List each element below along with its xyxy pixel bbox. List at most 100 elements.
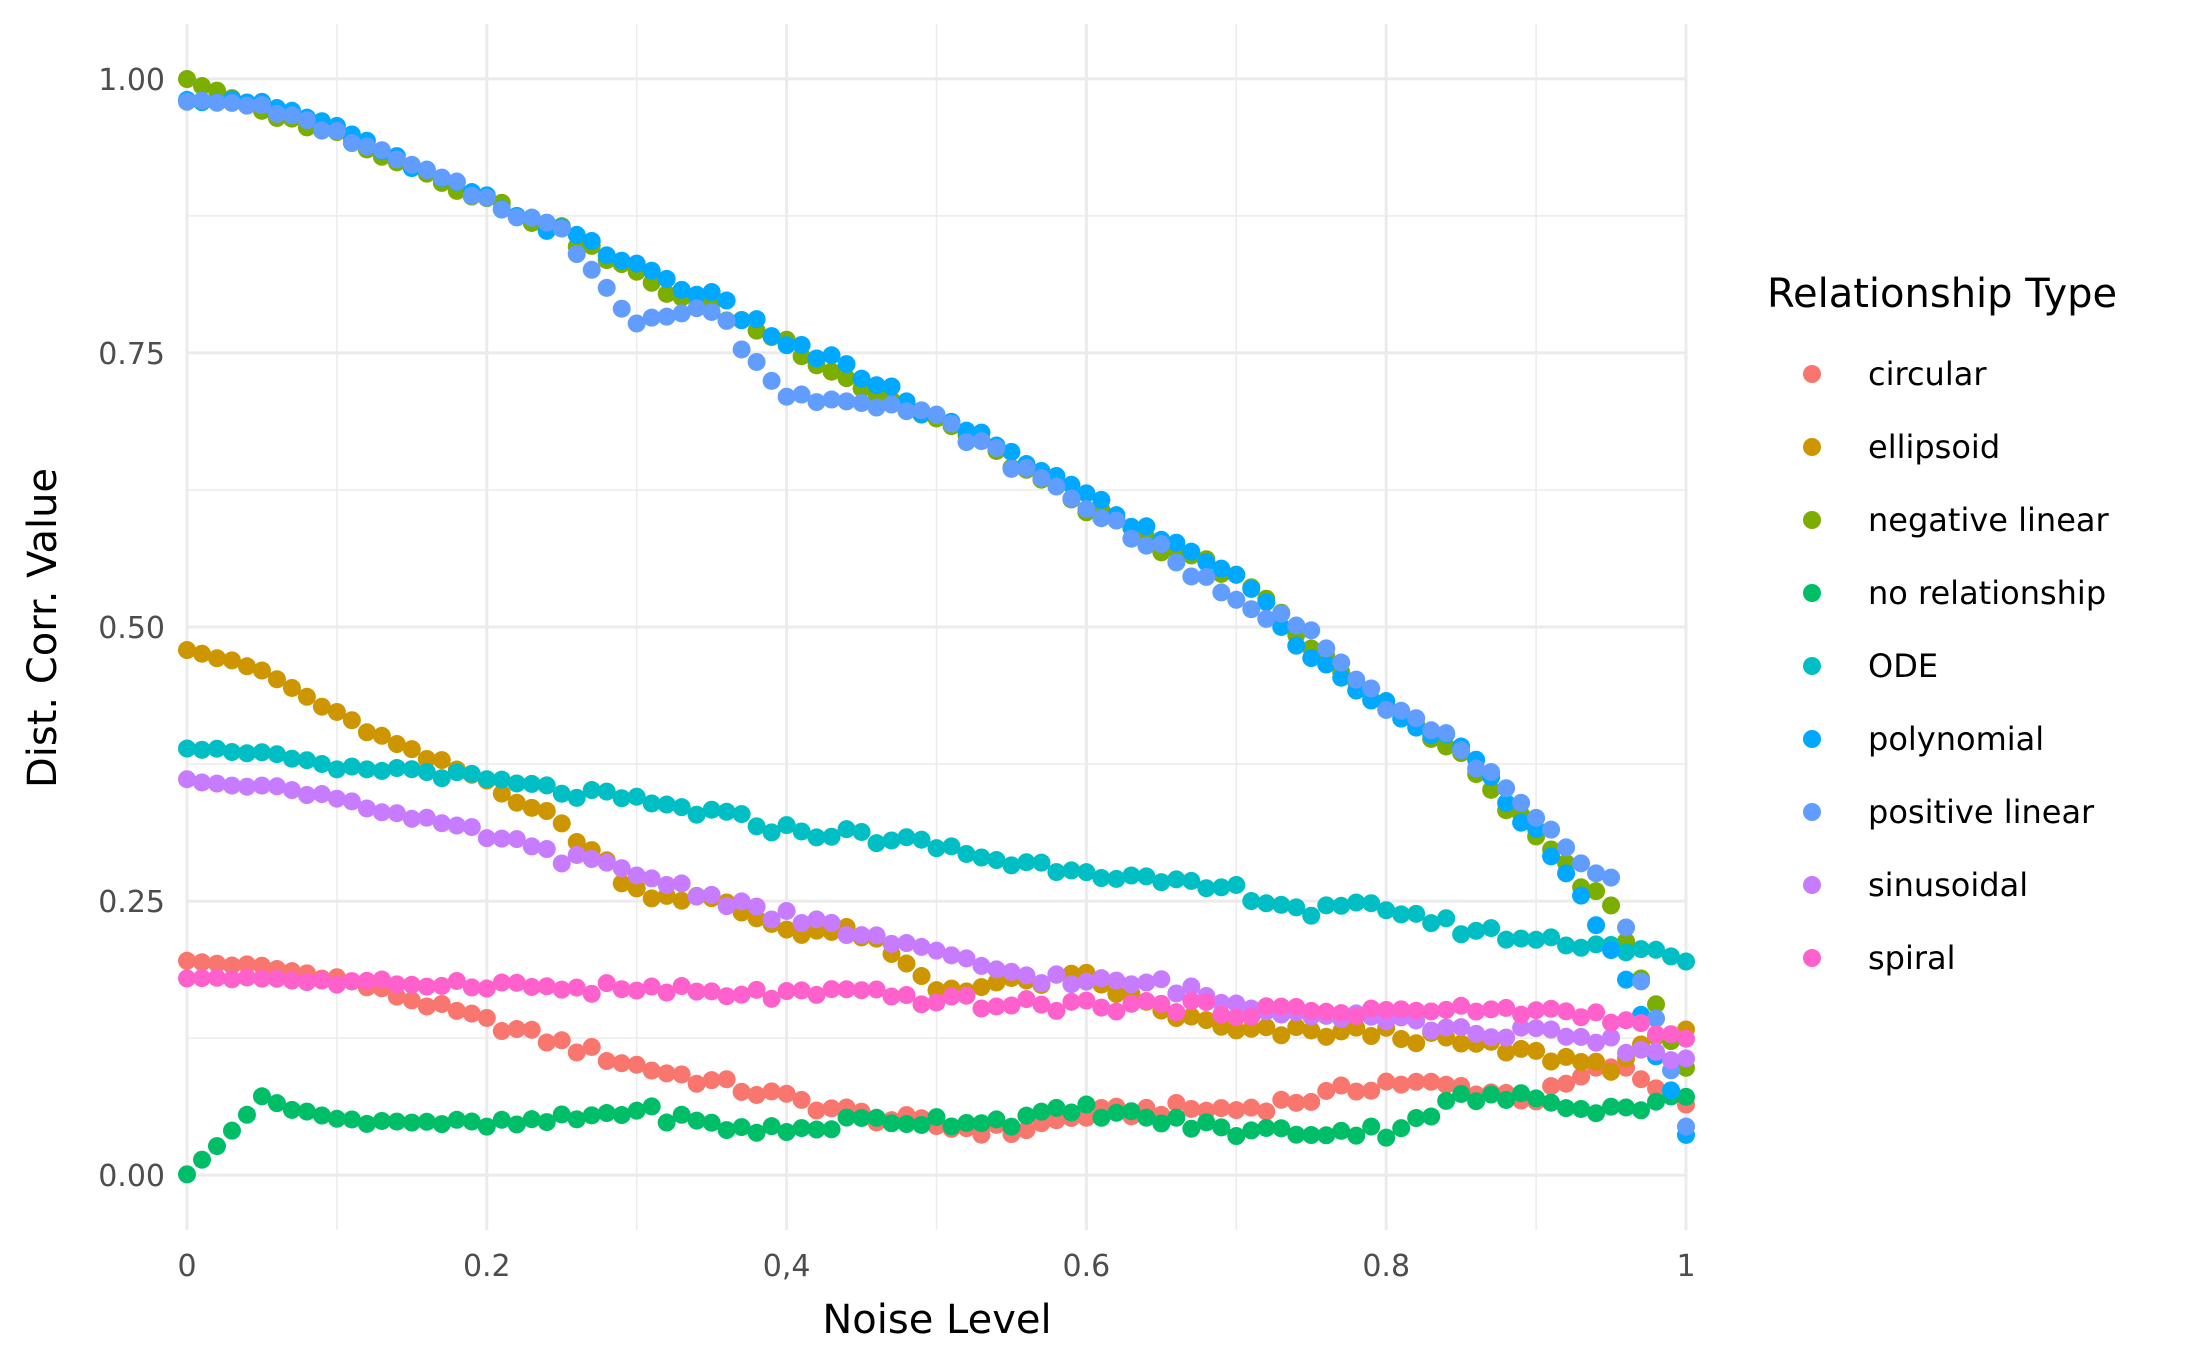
- data-point: [1362, 1081, 1381, 1100]
- data-point: [1527, 808, 1546, 827]
- data-point: [1497, 930, 1516, 949]
- data-point: [1272, 1119, 1291, 1138]
- data-point: [1077, 991, 1096, 1010]
- data-point: [312, 785, 331, 804]
- legend-key-spiral: [1803, 949, 1821, 967]
- data-point: [642, 1061, 661, 1080]
- data-point: [687, 805, 706, 824]
- data-point: [567, 245, 586, 264]
- data-point: [372, 726, 391, 745]
- data-point: [267, 104, 286, 123]
- data-point: [1557, 1002, 1576, 1021]
- data-point: [372, 761, 391, 780]
- data-point: [657, 269, 676, 288]
- data-point: [1632, 1070, 1651, 1089]
- data-point: [927, 839, 946, 858]
- data-point: [178, 951, 196, 970]
- data-point: [627, 866, 646, 885]
- data-point: [612, 980, 631, 999]
- data-point: [222, 93, 241, 112]
- data-point: [342, 711, 361, 730]
- data-point: [672, 1105, 691, 1124]
- data-point: [447, 816, 466, 835]
- data-point: [312, 754, 331, 773]
- data-point: [1182, 977, 1201, 996]
- data-point: [402, 1113, 421, 1132]
- data-point: [882, 987, 901, 1006]
- data-point: [882, 377, 901, 396]
- data-point: [777, 1084, 796, 1103]
- data-point: [1212, 583, 1231, 602]
- data-point: [1602, 868, 1621, 887]
- data-point: [1542, 1077, 1561, 1096]
- data-point: [1452, 1018, 1471, 1037]
- series-no-relationship: [178, 1084, 1695, 1184]
- data-point: [1077, 484, 1096, 503]
- x-tick-label: 0,4: [763, 1249, 811, 1284]
- data-point: [1122, 866, 1141, 885]
- data-point: [1662, 1051, 1681, 1070]
- data-point: [1317, 1027, 1336, 1046]
- data-point: [1227, 994, 1246, 1013]
- data-point: [1092, 998, 1111, 1017]
- data-point: [1392, 1000, 1411, 1019]
- data-point: [327, 121, 346, 140]
- data-point: [807, 910, 826, 929]
- data-point: [1437, 724, 1456, 743]
- data-point: [852, 393, 871, 412]
- data-point: [1107, 1103, 1126, 1122]
- data-point: [537, 977, 556, 996]
- data-point: [1482, 763, 1501, 782]
- data-point: [1362, 1117, 1381, 1136]
- data-point: [1317, 639, 1336, 658]
- data-point: [237, 96, 256, 115]
- data-point: [717, 1121, 736, 1140]
- data-point: [672, 304, 691, 323]
- data-point: [957, 433, 976, 452]
- data-point: [477, 188, 496, 207]
- data-point: [507, 208, 526, 227]
- data-point: [897, 1115, 916, 1134]
- data-point: [237, 657, 256, 676]
- data-point: [612, 859, 631, 878]
- data-point: [1482, 919, 1501, 938]
- data-point: [1452, 741, 1471, 760]
- data-point: [1632, 1101, 1651, 1120]
- data-point: [1482, 1000, 1501, 1019]
- data-point: [657, 1064, 676, 1083]
- data-point: [1332, 896, 1351, 915]
- data-point: [597, 974, 616, 993]
- data-point: [1107, 869, 1126, 888]
- data-point: [1332, 1004, 1351, 1023]
- data-point: [1227, 565, 1246, 584]
- data-point: [1197, 1011, 1216, 1030]
- data-point: [1122, 975, 1141, 994]
- data-point: [1212, 1099, 1231, 1118]
- data-point: [972, 432, 991, 451]
- data-point: [1257, 1018, 1276, 1037]
- data-point: [732, 311, 751, 330]
- data-point: [1392, 1030, 1411, 1049]
- data-point: [837, 820, 856, 839]
- data-point: [417, 997, 436, 1016]
- data-point: [1467, 921, 1486, 940]
- data-point: [1557, 1047, 1576, 1066]
- data-point: [462, 1112, 481, 1131]
- data-point: [1197, 1113, 1216, 1132]
- data-point: [582, 1037, 601, 1056]
- data-point: [462, 978, 481, 997]
- data-point: [1677, 952, 1695, 971]
- data-point: [1077, 863, 1096, 882]
- data-point: [447, 971, 466, 990]
- data-point: [1677, 1049, 1695, 1068]
- data-point: [927, 1108, 946, 1127]
- data-point: [192, 953, 211, 972]
- data-point: [1047, 1111, 1066, 1130]
- data-point: [1152, 1114, 1171, 1133]
- data-point: [1287, 1093, 1306, 1112]
- data-point: [747, 352, 766, 371]
- data-point: [1107, 511, 1126, 530]
- legend-title: Relationship Type: [1767, 271, 2117, 317]
- data-point: [1167, 553, 1186, 572]
- data-point: [417, 808, 436, 827]
